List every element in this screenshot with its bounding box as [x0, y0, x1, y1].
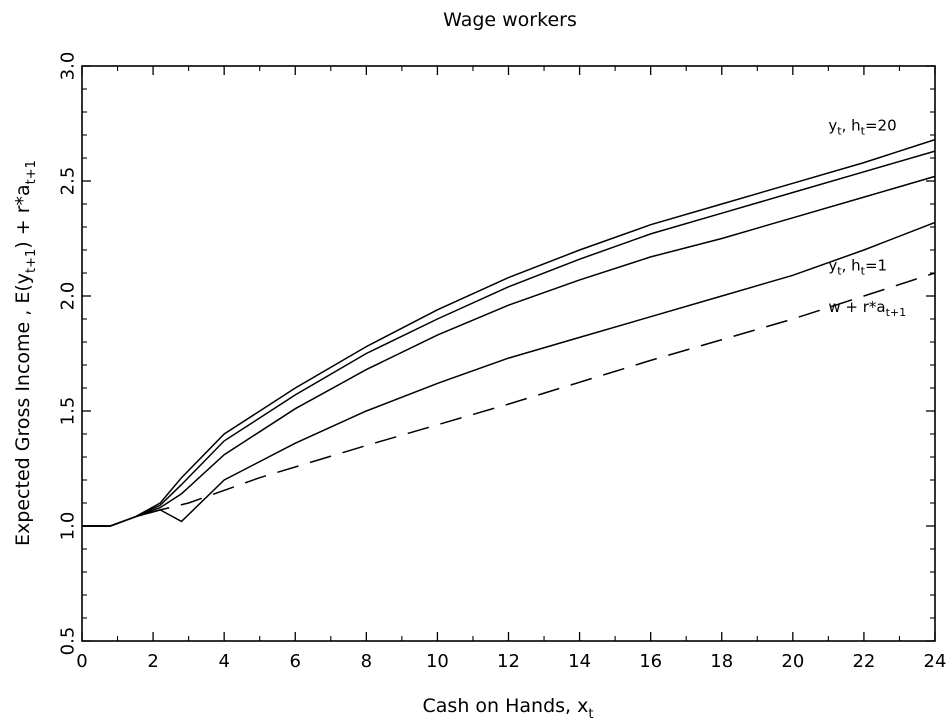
x-tick-label: 20 [781, 651, 804, 672]
plot-frame [81, 65, 936, 642]
x-tick-label: 10 [426, 651, 449, 672]
series-line-h20 [82, 138, 936, 527]
series-line-w_ra [82, 272, 936, 527]
annotations: yt, ht=20 yt, ht=1 w + r*at+1 [828, 116, 906, 319]
x-axis-label: Cash on Hands, xt [423, 695, 594, 722]
x-tick-label: 0 [76, 651, 87, 672]
y-tick-label: 2.5 [58, 167, 79, 196]
x-tick-label: 12 [497, 651, 520, 672]
series-line-h_mid_upper [82, 150, 936, 527]
x-tick-label: 8 [361, 651, 372, 672]
annotation-h1: yt, ht=1 [828, 257, 887, 278]
x-tick-label: 14 [568, 651, 591, 672]
chart-title: Wage workers [443, 9, 577, 31]
series-line-h_mid_lower [82, 175, 936, 527]
x-tick-label: 4 [218, 651, 229, 672]
axis-ticks: 0 2 4 6 8 10 12 14 16 18 20 22 240.51.01.52.02.53.0 [58, 52, 947, 672]
series-group [82, 138, 936, 527]
x-tick-label: 22 [852, 651, 875, 672]
y-tick-label: 1.0 [58, 512, 79, 541]
series-line-h1 [82, 221, 936, 527]
x-tick-label: 2 [147, 651, 158, 672]
y-axis-label: Expected Gross Income , E(yt+1) + r*at+1 [12, 160, 39, 546]
y-tick-label: 2.0 [58, 282, 79, 311]
y-tick-label: 1.5 [58, 397, 79, 426]
x-tick-label: 24 [924, 651, 947, 672]
x-tick-label: 6 [290, 651, 301, 672]
y-tick-label: 0.5 [58, 627, 79, 656]
annotation-h20: yt, ht=20 [828, 116, 896, 137]
x-tick-label: 18 [710, 651, 733, 672]
y-tick-label: 3.0 [58, 52, 79, 81]
annotation-w_ra: w + r*at+1 [828, 298, 906, 319]
x-tick-label: 16 [639, 651, 662, 672]
